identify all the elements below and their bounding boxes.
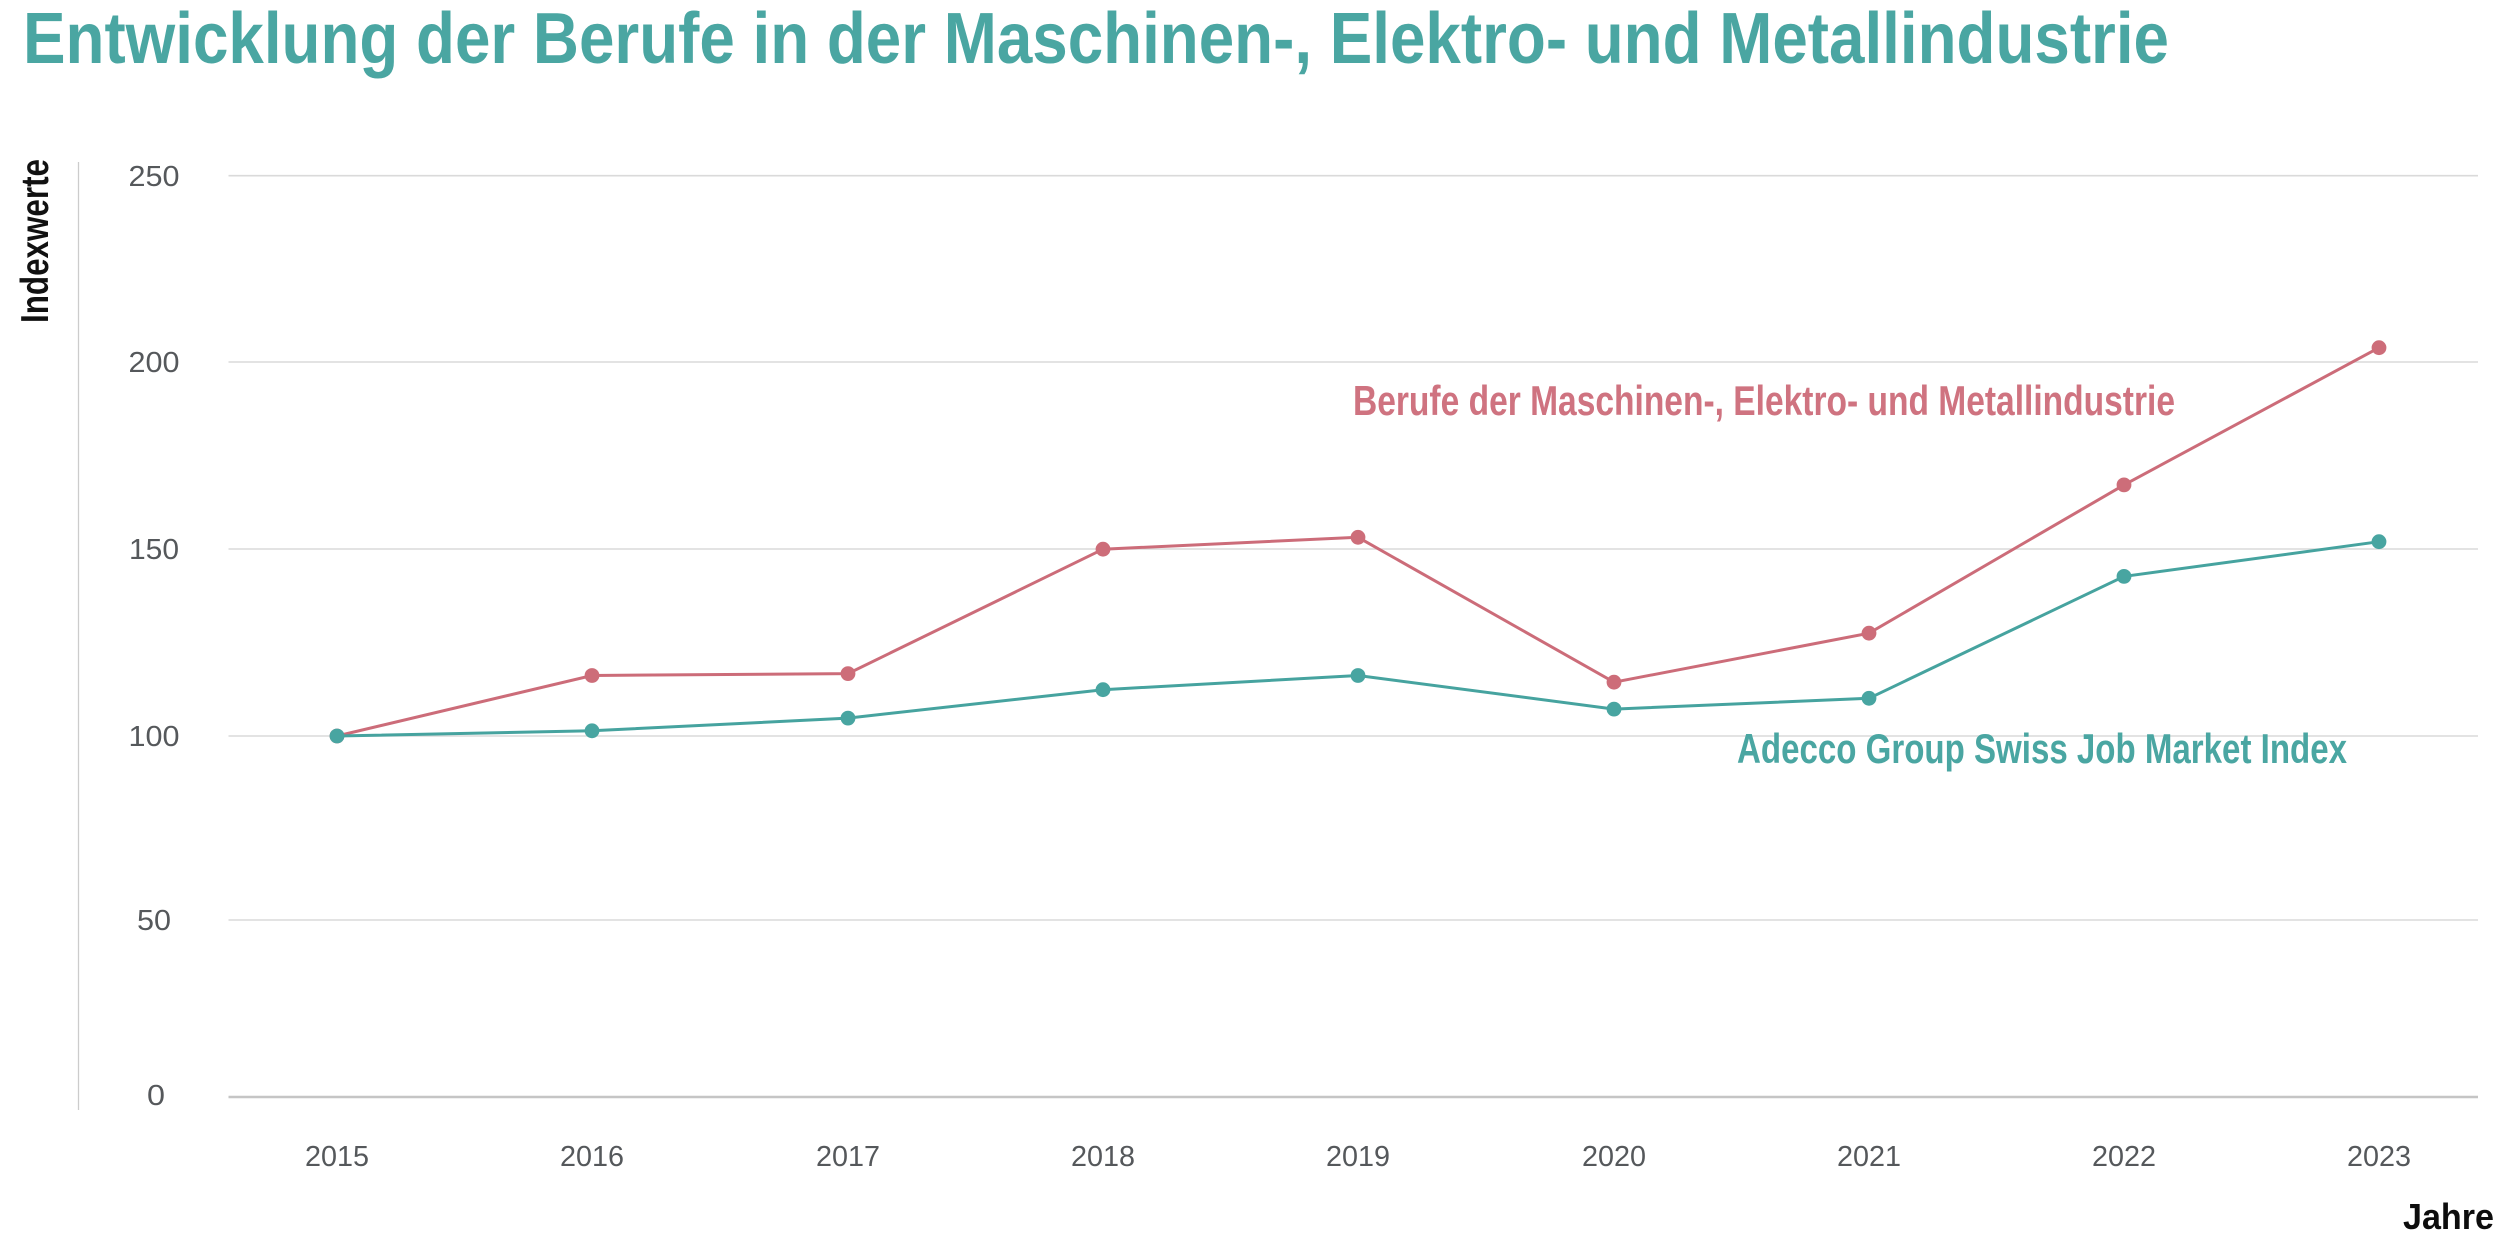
svg-text:Adecco Group Swiss Job Market: Adecco Group Swiss Job Market Index — [1737, 725, 2347, 772]
svg-text:50: 50 — [137, 905, 171, 937]
svg-text:250: 250 — [129, 161, 180, 193]
svg-text:2020: 2020 — [1582, 1141, 1646, 1173]
svg-text:2022: 2022 — [2092, 1141, 2156, 1173]
svg-text:150: 150 — [129, 534, 179, 566]
svg-text:Entwicklung der Berufe in der: Entwicklung der Berufe in der Maschinen-… — [23, 0, 2169, 79]
svg-text:2015: 2015 — [305, 1141, 369, 1173]
svg-text:2021: 2021 — [1837, 1141, 1901, 1173]
svg-text:0: 0 — [147, 1080, 165, 1112]
svg-text:200: 200 — [129, 347, 180, 379]
svg-text:100: 100 — [129, 721, 180, 753]
svg-text:2019: 2019 — [1326, 1141, 1390, 1173]
svg-text:2023: 2023 — [2347, 1141, 2411, 1173]
svg-text:2018: 2018 — [1071, 1141, 1135, 1173]
svg-text:Indexwerte: Indexwerte — [14, 159, 57, 323]
svg-text:Jahre: Jahre — [2403, 1196, 2494, 1237]
svg-text:2016: 2016 — [560, 1141, 624, 1173]
svg-text:Berufe der Maschinen-, Elektro: Berufe der Maschinen-, Elektro- und Meta… — [1353, 377, 2175, 424]
svg-text:2017: 2017 — [816, 1141, 880, 1173]
